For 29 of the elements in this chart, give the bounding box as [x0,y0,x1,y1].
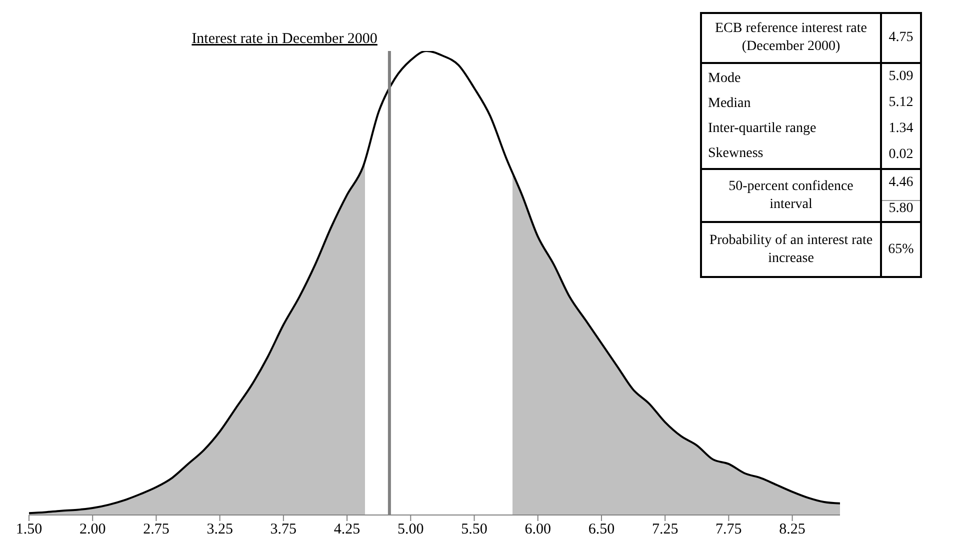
x-tick-label: 3.75 [270,522,297,538]
annotation: ECB reference interest rate (December 2000) [714,20,868,56]
text: 5.80 [888,200,914,216]
x-tick-label: 1.50 [16,522,42,538]
text: 4.46 [888,174,914,190]
text: 65% [888,242,914,256]
x-tick-label: 7.75 [716,522,742,538]
annotation: Mode [708,70,742,86]
annotation: Inter-quartile range [708,120,818,136]
x-tick-label: 8.25 [779,522,806,538]
annotation: Probability of an interest rate increase [708,232,874,268]
x-tick-label: 6.00 [524,522,551,538]
text: Interest rate in December 2000 [192,31,378,47]
x-tick-label: 2.00 [79,522,106,538]
annotation: 50-percent confidence interval [728,178,854,214]
x-tick-label: 5.00 [398,522,424,538]
annotation: Median [708,96,752,112]
x-tick-label: 5.50 [461,522,488,538]
annotation: Skewness [708,146,764,162]
text: 1.34 [888,121,914,136]
x-tick-label: 3.25 [206,522,233,538]
x-tick-label: 7.25 [652,522,678,538]
x-tick-label: 6.50 [588,522,615,538]
text: 0.02 [888,147,914,162]
text: 5.12 [888,95,914,110]
x-tick-label: 2.75 [143,522,170,538]
x-tick-label: 4.25 [334,522,360,538]
text: 4.75 [888,30,914,45]
text: 5.09 [888,69,914,84]
